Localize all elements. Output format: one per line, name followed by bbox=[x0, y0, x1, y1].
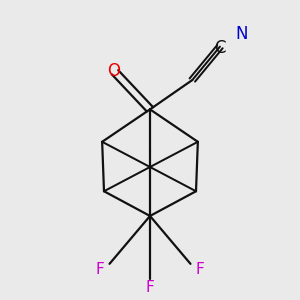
Text: C: C bbox=[214, 39, 226, 57]
Text: N: N bbox=[235, 25, 247, 43]
Text: F: F bbox=[96, 262, 105, 277]
Text: O: O bbox=[107, 62, 120, 80]
Text: F: F bbox=[195, 262, 204, 277]
Text: F: F bbox=[146, 280, 154, 296]
